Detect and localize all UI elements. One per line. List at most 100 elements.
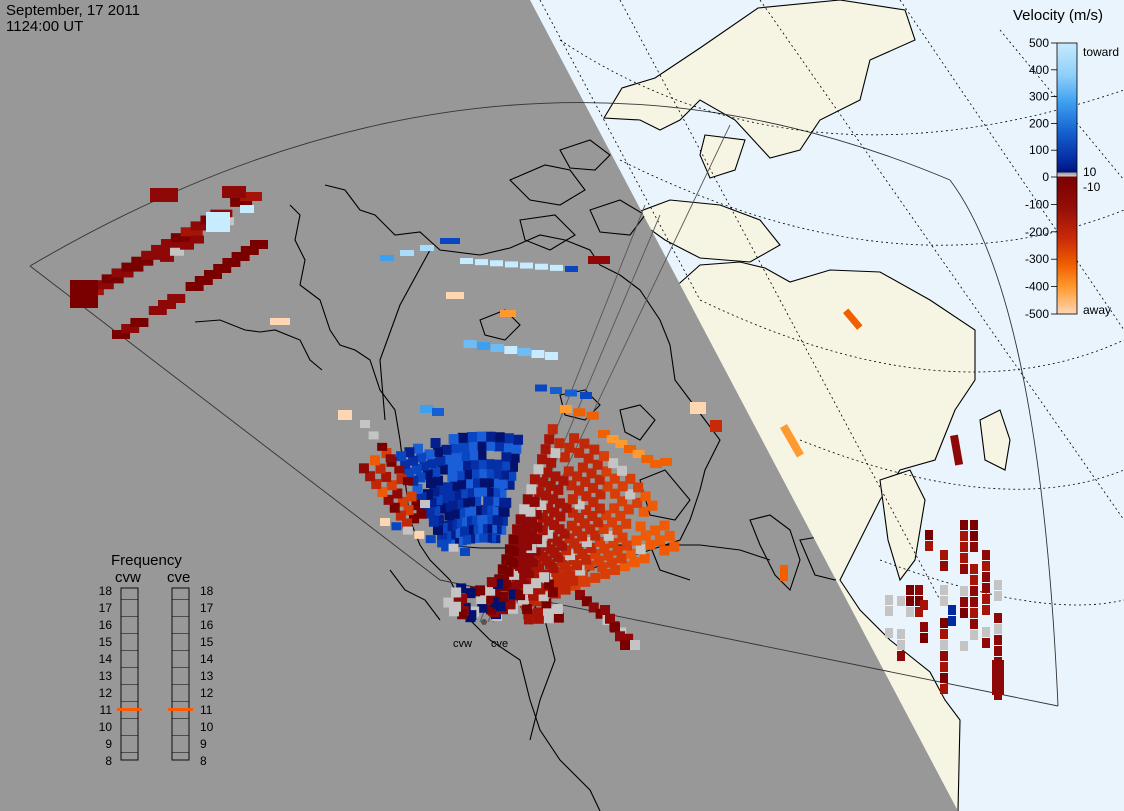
scatter-cell (960, 608, 968, 618)
velocity-tick-label: -100 (1025, 197, 1049, 211)
scatter-cell (477, 504, 488, 515)
scatter-cell (402, 518, 413, 529)
radar-label-cvw: cvw (453, 638, 472, 650)
velocity-colorbar: Velocity (m/s) 500 400 300 200 100 0 -100 -200 -… (1013, 7, 1119, 321)
scatter-cell (511, 443, 522, 454)
scatter-cell (502, 442, 513, 453)
scatter-cell (560, 405, 572, 413)
scatter-cell (368, 431, 379, 440)
scatter-cell (490, 596, 501, 607)
scatter-cell (982, 627, 990, 637)
scatter-cell (631, 535, 642, 546)
scatter-cell (925, 541, 933, 551)
scatter-cell (180, 227, 203, 237)
scatter-cell (445, 462, 456, 473)
frequency-level-label: 13 (99, 669, 113, 683)
scatter-cell (443, 597, 454, 608)
scatter-cell (509, 452, 520, 463)
frequency-panel: Frequency cvw cve 18 18 17 17 16 16 15 15 14 14 13… (99, 552, 214, 768)
scatter-cell (580, 476, 591, 487)
scatter-cell (462, 515, 473, 526)
scatter-cell (602, 481, 613, 492)
scatter-cell (960, 641, 968, 651)
scatter-cell (554, 438, 565, 449)
scatter-cell (590, 530, 601, 541)
scatter-cell (420, 500, 430, 508)
scatter-cell (619, 561, 630, 572)
scatter-cell (660, 458, 672, 466)
scatter-cell (411, 500, 422, 511)
scatter-cell (466, 505, 477, 516)
scatter-cell (982, 583, 990, 593)
scatter-cell (920, 633, 928, 643)
scatter-cell (577, 531, 588, 542)
scatter-cell (222, 258, 241, 267)
scatter-cell (497, 478, 508, 489)
scatter-cell (386, 480, 397, 491)
frequency-level-label: 15 (200, 635, 214, 649)
frequency-radar-cve: cve (167, 569, 190, 586)
scatter-cell (467, 441, 478, 452)
scatter-cell (424, 449, 435, 460)
scatter-cell (650, 460, 662, 468)
scatter-cell (565, 389, 577, 397)
frequency-level-label: 9 (200, 737, 207, 751)
scatter-cell (586, 542, 597, 553)
frequency-level-label: 8 (200, 754, 207, 768)
scatter-cell (664, 530, 675, 541)
scatter-cell (566, 520, 577, 531)
scatter-cell (608, 538, 619, 549)
scatter-cell (994, 646, 1002, 656)
scatter-cell (572, 560, 583, 571)
scatter-cell (397, 496, 408, 507)
scatter-cell (338, 410, 352, 420)
scatter-cell (496, 487, 507, 498)
scatter-cell (433, 475, 444, 486)
velocity-tick-label: 0 (1042, 170, 1049, 184)
scatter-cell (982, 594, 990, 604)
scatter-cell (577, 571, 588, 582)
scatter-cell (940, 640, 948, 650)
scatter-cell (369, 455, 380, 466)
scatter-cell (408, 455, 419, 466)
velocity-tick-label: -500 (1025, 307, 1049, 321)
scatter-cell (435, 455, 446, 466)
scatter-cell (940, 684, 948, 694)
scatter-cell (432, 495, 443, 506)
scatter-cell (432, 408, 444, 416)
frequency-level-label: 18 (99, 584, 113, 598)
scatter-cell (517, 348, 531, 356)
scatter-cell (461, 469, 472, 480)
scatter-cell (553, 484, 564, 495)
scatter-cell (612, 545, 623, 556)
scatter-cell (497, 564, 508, 575)
scatter-cell (453, 498, 464, 509)
scatter-cell (477, 514, 488, 525)
scatter-cell (504, 479, 515, 490)
scatter-cell (640, 530, 651, 541)
scatter-cell (213, 264, 232, 273)
scatter-cell (650, 525, 661, 536)
scatter-cell (994, 624, 1002, 634)
scatter-cell (625, 489, 636, 500)
frequency-bar-cve (171, 587, 190, 761)
scatter-cell (552, 603, 563, 614)
scatter-cell (490, 260, 503, 267)
scatter-cell (121, 324, 140, 333)
scatter-cell (603, 550, 614, 561)
scatter-cell (970, 564, 978, 574)
scatter-cell (589, 444, 600, 455)
scatter-cell (588, 482, 599, 493)
scatter-cell (430, 466, 441, 477)
radar-label-cve: cve (491, 638, 508, 650)
scatter-cell (994, 613, 1002, 623)
scatter-cell (503, 433, 514, 444)
scatter-cell (507, 461, 518, 472)
scatter-cell (535, 263, 548, 270)
scatter-cell (500, 460, 511, 471)
scatter-cell (573, 512, 584, 523)
scatter-cell (454, 470, 465, 481)
scatter-cell (425, 535, 436, 544)
scatter-cell (508, 534, 519, 545)
